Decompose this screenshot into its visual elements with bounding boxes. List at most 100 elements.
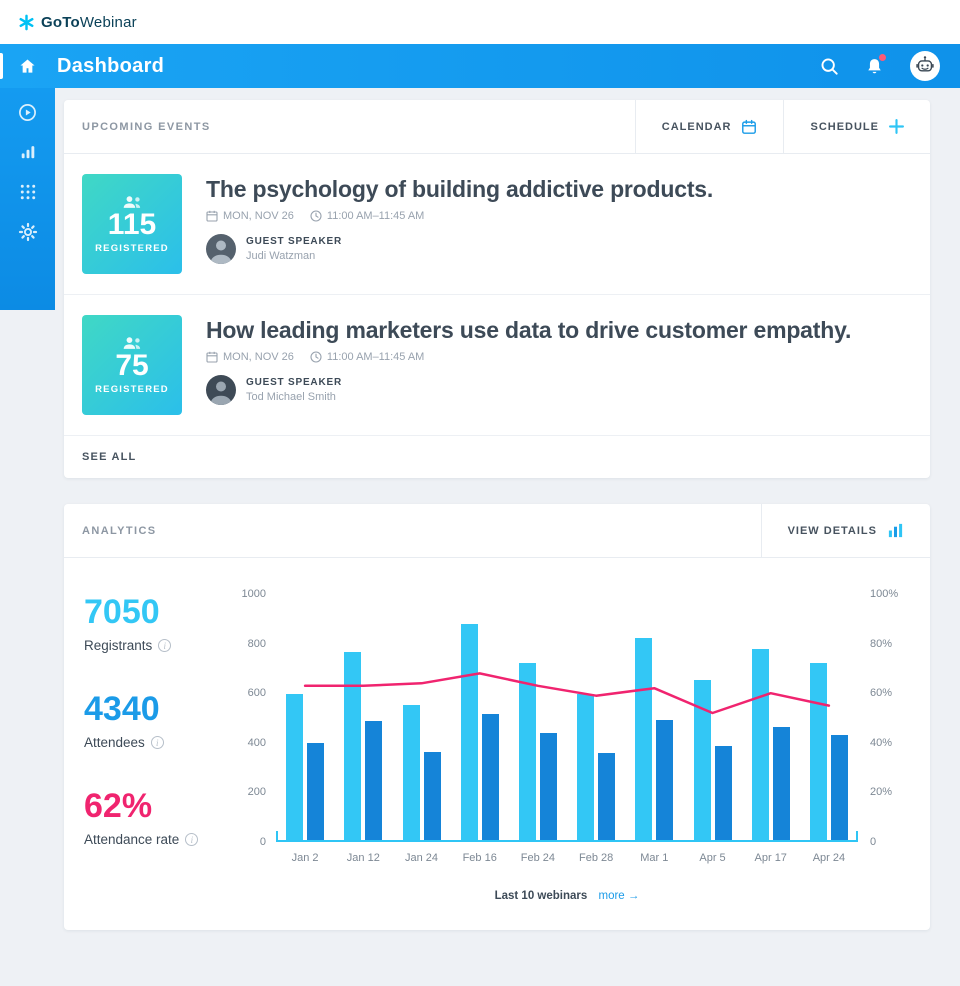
gear-icon xyxy=(18,222,37,242)
info-icon[interactable] xyxy=(185,833,199,846)
notifications-button[interactable] xyxy=(865,54,886,76)
chart-plot xyxy=(276,594,858,842)
event-row: 115 REGISTERED The psychology of buildin… xyxy=(64,154,930,294)
plus-icon xyxy=(889,119,904,134)
calendar-icon xyxy=(742,119,757,134)
bar-group xyxy=(567,594,625,840)
bar-registrants xyxy=(286,694,304,840)
calendar-button-label: CALENDAR xyxy=(661,120,732,133)
registered-count: 75 xyxy=(115,348,149,382)
event-row: 75 REGISTERED How leading marketers use … xyxy=(64,294,930,435)
chart: 1000 800 600 400 200 0 Jan 2 Jan 12 Jan 24 Feb 1… xyxy=(236,588,904,902)
y-tick-label: 60% xyxy=(870,687,893,700)
bar-registrants xyxy=(751,649,769,840)
chart-caption-text: Last 10 webinars xyxy=(494,890,588,902)
registrants-value: 7050 xyxy=(84,593,160,631)
x-tick-label: Jan 12 xyxy=(346,852,380,864)
bar-attendees xyxy=(772,727,790,840)
registered-count: 115 xyxy=(107,207,157,241)
attendees-icon xyxy=(123,195,141,208)
registrants-label: Registrants xyxy=(84,638,153,653)
view-details-button[interactable]: VIEW DETAILS xyxy=(760,504,930,557)
bar-registrants xyxy=(402,705,420,840)
registered-count-tile: 115 REGISTERED xyxy=(82,174,182,274)
more-link[interactable]: more → xyxy=(598,890,640,902)
analytics-header: ANALYTICS VIEW DETAILS xyxy=(64,504,930,558)
sidebar-item-apps[interactable] xyxy=(0,172,55,212)
sidebar-item-webinars[interactable] xyxy=(0,92,55,132)
search-icon[interactable] xyxy=(820,57,839,76)
y-tick-label: 800 xyxy=(247,637,266,650)
upcoming-events-card: UPCOMING EVENTS CALENDAR SCHEDULE xyxy=(64,100,930,478)
bar-attendees xyxy=(656,720,674,840)
bar-attendees xyxy=(830,735,848,840)
sidebar-item-dashboard[interactable] xyxy=(0,46,55,86)
sidebar-item-settings[interactable] xyxy=(0,212,55,252)
speaker-block: GUEST SPEAKER Tod Michael Smith xyxy=(206,375,851,405)
goto-flake-icon xyxy=(19,14,34,30)
guest-speaker-label: GUEST SPEAKER xyxy=(246,236,342,247)
bar-registrants xyxy=(577,694,595,840)
upcoming-events-label: UPCOMING EVENTS xyxy=(82,120,211,133)
bar-group xyxy=(509,594,567,840)
schedule-button[interactable]: SCHEDULE xyxy=(783,100,930,153)
event-title[interactable]: The psychology of building addictive pro… xyxy=(206,176,714,202)
robot-avatar-icon xyxy=(916,56,934,72)
x-tick-label: Jan 2 xyxy=(291,852,319,864)
bar-registrants xyxy=(693,680,711,840)
bar-attendees xyxy=(539,733,557,840)
event-title[interactable]: How leading marketers use data to drive … xyxy=(206,317,852,343)
calendar-button[interactable]: CALENDAR xyxy=(634,100,784,153)
event-time: 11:00 AM–11:45 AM xyxy=(310,351,424,363)
registered-count-tile: 75 REGISTERED xyxy=(82,315,182,415)
bell-icon xyxy=(868,59,881,74)
bar-registrants xyxy=(518,663,536,840)
play-icon xyxy=(19,103,36,121)
bar-group xyxy=(800,594,858,840)
event-meta: MON, NOV 26 11:00 AM–11:45 AM xyxy=(206,210,713,222)
attendees-icon xyxy=(123,336,141,349)
page-title: Dashboard xyxy=(57,54,165,77)
x-tick-label: Feb 28 xyxy=(578,852,614,864)
user-avatar[interactable] xyxy=(910,51,940,81)
bar-registrants xyxy=(344,652,362,840)
bar-chart-icon xyxy=(21,146,34,159)
speaker-avatar xyxy=(206,234,236,264)
bar-registrants xyxy=(460,624,478,840)
y-tick-label: 0 xyxy=(870,835,877,848)
sidebar-item-reports[interactable] xyxy=(0,132,55,172)
y-tick-label: 100% xyxy=(870,588,899,600)
home-icon xyxy=(20,58,35,73)
y-tick-label: 40% xyxy=(870,736,893,749)
bar-group xyxy=(683,594,741,840)
event-date: MON, NOV 26 xyxy=(206,351,294,363)
guest-speaker-label: GUEST SPEAKER xyxy=(246,377,342,388)
event-meta: MON, NOV 26 11:00 AM–11:45 AM xyxy=(206,351,851,363)
y-tick-label: 80% xyxy=(870,637,893,650)
speaker-avatar xyxy=(206,375,236,405)
bar-registrants xyxy=(635,638,653,840)
speaker-block: GUEST SPEAKER Judi Watzman xyxy=(206,234,713,264)
analytics-label: ANALYTICS xyxy=(82,524,157,537)
stats-column: 7050 Registrants 4340 Attendees 62% xyxy=(84,594,236,902)
bar-attendees xyxy=(423,752,441,840)
analytics-card: ANALYTICS VIEW DETAILS 7050 Registrants xyxy=(64,504,930,930)
bar-attendees xyxy=(307,743,325,840)
notification-dot xyxy=(879,54,886,61)
info-icon[interactable] xyxy=(150,736,164,749)
topbar: GoToWebinar xyxy=(0,0,960,44)
logo-text: GoToWebinar xyxy=(41,13,137,31)
info-icon[interactable] xyxy=(158,639,172,652)
speaker-name: Judi Watzman xyxy=(246,250,316,262)
attendees-label: Attendees xyxy=(84,735,145,750)
x-tick-label: Jan 24 xyxy=(404,852,439,864)
bar-attendees xyxy=(714,746,732,840)
bar-attendees xyxy=(365,721,383,840)
gotowebinar-logo: GoToWebinar xyxy=(18,14,137,31)
bar-registrants xyxy=(809,663,827,840)
attendance-rate-stat: 62% Attendance rate xyxy=(84,788,236,847)
y-tick-label: 1000 xyxy=(241,588,266,600)
upcoming-events-header: UPCOMING EVENTS CALENDAR SCHEDULE xyxy=(64,100,930,154)
calendar-small-icon xyxy=(206,351,218,363)
see-all-link[interactable]: SEE ALL xyxy=(64,435,930,478)
